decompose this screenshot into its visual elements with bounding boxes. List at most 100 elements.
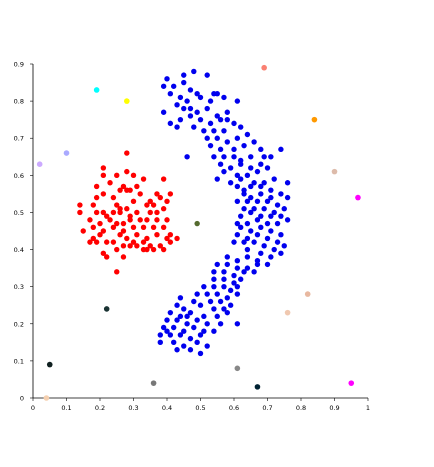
outlier-point xyxy=(150,380,157,386)
data-point xyxy=(224,109,230,115)
data-point xyxy=(191,68,197,75)
x-tick-label: 0.1 xyxy=(61,404,71,412)
outlier-point xyxy=(46,361,53,368)
data-point xyxy=(93,194,100,201)
data-point xyxy=(117,206,123,212)
y-tick-label: 0.6 xyxy=(14,172,24,180)
data-point xyxy=(187,87,194,93)
data-point xyxy=(157,332,163,338)
data-point xyxy=(134,232,140,238)
data-point xyxy=(117,209,123,216)
data-point xyxy=(284,180,291,186)
data-point xyxy=(271,209,277,216)
data-point xyxy=(261,180,267,186)
data-point xyxy=(211,269,217,275)
data-point xyxy=(201,313,207,320)
data-point xyxy=(197,350,204,357)
data-point xyxy=(284,217,291,223)
data-point xyxy=(174,102,180,108)
data-point xyxy=(248,194,254,201)
data-point xyxy=(184,321,190,327)
data-point xyxy=(147,243,153,249)
data-point xyxy=(221,276,227,282)
data-point xyxy=(217,321,224,327)
data-point xyxy=(248,183,254,190)
outlier-point xyxy=(234,365,241,372)
data-point xyxy=(154,191,160,197)
series-0 xyxy=(77,150,180,275)
data-point xyxy=(261,154,267,160)
data-point xyxy=(284,194,291,201)
outlier-point xyxy=(261,64,267,71)
data-point xyxy=(110,209,117,216)
outlier-point xyxy=(103,306,110,312)
data-point xyxy=(211,154,217,160)
data-point xyxy=(211,328,217,334)
x-tick-label: 1 xyxy=(366,404,370,412)
data-point xyxy=(268,187,274,193)
data-point xyxy=(160,109,167,115)
data-point xyxy=(214,113,220,119)
data-point xyxy=(217,146,224,153)
data-point xyxy=(90,235,97,242)
data-point xyxy=(234,321,241,327)
data-point xyxy=(177,116,184,123)
data-point xyxy=(100,209,107,216)
data-point xyxy=(234,265,241,271)
data-point xyxy=(248,209,254,216)
data-point xyxy=(217,298,224,305)
data-point xyxy=(254,168,261,175)
outlier-point xyxy=(36,161,43,167)
data-point xyxy=(271,176,277,182)
data-point xyxy=(130,172,137,179)
data-point xyxy=(174,317,180,323)
data-point xyxy=(100,191,107,197)
data-point xyxy=(194,291,200,297)
data-point xyxy=(204,135,210,141)
outlier-point xyxy=(355,194,361,201)
x-tick-label: 0.5 xyxy=(195,404,205,412)
data-point xyxy=(258,183,264,190)
data-point xyxy=(204,72,210,78)
data-point xyxy=(248,154,254,160)
data-point xyxy=(110,194,117,201)
data-point xyxy=(197,332,204,338)
data-point xyxy=(167,90,174,97)
data-point xyxy=(140,239,147,245)
data-point xyxy=(160,83,167,89)
series-1 xyxy=(157,68,291,357)
x-tick-label: 0.8 xyxy=(296,404,306,412)
data-point xyxy=(164,235,170,242)
data-point xyxy=(271,246,277,253)
data-point xyxy=(207,120,214,127)
y-tick-label: 0.2 xyxy=(14,320,24,328)
data-point xyxy=(184,154,190,160)
outlier-points xyxy=(36,64,361,401)
data-point xyxy=(191,324,197,331)
data-point xyxy=(114,202,120,208)
data-point xyxy=(234,172,241,179)
data-point xyxy=(211,128,217,134)
data-point xyxy=(167,232,174,238)
y-tick-label: 0 xyxy=(20,395,24,403)
data-point xyxy=(124,206,130,212)
data-point xyxy=(110,224,117,230)
data-point xyxy=(144,246,150,253)
data-point xyxy=(144,202,150,208)
x-tick-label: 0.9 xyxy=(329,404,339,412)
data-point xyxy=(261,206,267,212)
outlier-point xyxy=(331,168,338,175)
data-point xyxy=(154,232,160,238)
data-point xyxy=(187,347,194,353)
data-point xyxy=(93,239,100,245)
data-point xyxy=(120,220,127,227)
data-point xyxy=(164,198,170,205)
data-point xyxy=(130,198,137,205)
data-point xyxy=(234,98,241,104)
data-point xyxy=(201,328,207,334)
data-point xyxy=(124,168,130,175)
data-point xyxy=(224,139,230,145)
data-point xyxy=(221,128,227,134)
outlier-point xyxy=(304,291,311,297)
data-point xyxy=(244,246,251,253)
